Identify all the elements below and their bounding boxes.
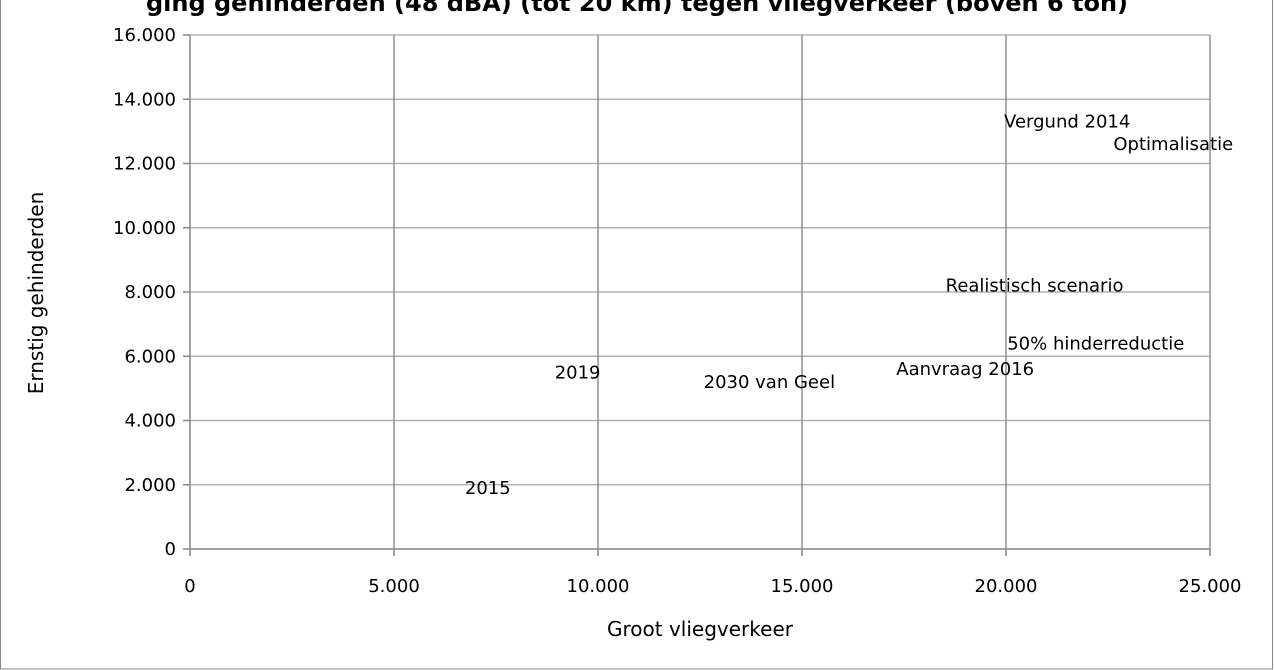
data-point-labels: 2015 2019 2030 van Geel Aanvraag 2016 50% hi… — [465, 112, 1233, 499]
data-point-label: Realistisch scenario — [946, 276, 1124, 297]
axes — [183, 34, 1211, 556]
y-tick-label: 10.000 — [113, 218, 176, 239]
y-axis-title: Ernstig gehinderden — [24, 192, 48, 395]
y-tick-label: 16.000 — [113, 25, 176, 46]
data-point-label: Vergund 2014 — [1004, 112, 1130, 133]
data-point-label: Optimalisatie — [1113, 134, 1233, 155]
x-axis-title: Groot vliegverkeer — [607, 617, 794, 641]
data-point-label: 50% hinderreductie — [1007, 333, 1184, 354]
x-tick-label: 20.000 — [975, 576, 1038, 597]
data-point-label: Aanvraag 2016 — [896, 359, 1034, 380]
y-tick-label: 12.000 — [113, 154, 176, 175]
data-point-label: 2015 — [465, 478, 511, 499]
y-tick-label: 2.000 — [124, 475, 176, 496]
x-tick-label: 15.000 — [771, 576, 834, 597]
y-tick-label: 6.000 — [124, 346, 176, 367]
x-tick-label: 0 — [184, 576, 195, 597]
tick-labels: 0 2.000 4.000 6.000 8.000 10.000 12.000 14.000 1… — [113, 25, 1241, 597]
x-tick-label: 5.000 — [368, 576, 420, 597]
y-tick-label: 8.000 — [124, 282, 176, 303]
x-tick-label: 10.000 — [567, 576, 630, 597]
chart-title: ging gehinderden (48 dBA) (tot 20 km) te… — [146, 0, 1128, 17]
x-tick-label: 25.000 — [1179, 576, 1242, 597]
data-point-label: 2030 van Geel — [704, 372, 835, 393]
y-tick-label: 4.000 — [124, 411, 176, 432]
y-tick-label: 14.000 — [113, 89, 176, 110]
grid — [190, 34, 1211, 549]
data-point-label: 2019 — [555, 362, 601, 383]
y-tick-label: 0 — [165, 539, 176, 560]
